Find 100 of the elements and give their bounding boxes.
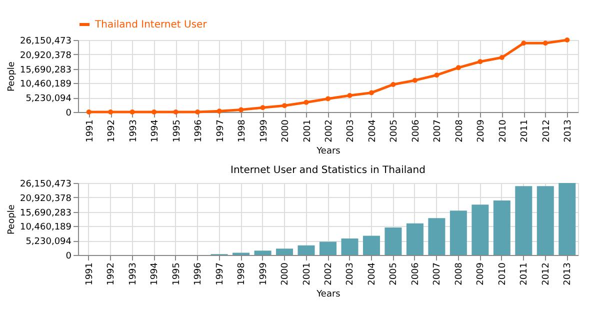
point xyxy=(347,92,352,98)
bar xyxy=(276,248,294,255)
x-tick-label: 1991 xyxy=(85,120,96,142)
point xyxy=(434,72,440,78)
x-tick-label: 2008 xyxy=(454,262,464,286)
x-tick-label: 2000 xyxy=(281,119,292,142)
x-tick-label: 1994 xyxy=(150,119,161,142)
point xyxy=(542,40,548,46)
x-tick-label: 2010 xyxy=(498,262,508,286)
bar xyxy=(472,204,489,255)
bar xyxy=(320,242,336,255)
x-tick-label: 1998 xyxy=(238,119,248,142)
x-tick-label: 1997 xyxy=(215,262,226,286)
x-tick-label: 1999 xyxy=(258,262,269,286)
point xyxy=(368,90,374,96)
x-tick-label: 1995 xyxy=(172,262,182,286)
x-tick-label: 2010 xyxy=(498,119,508,142)
point xyxy=(173,110,178,114)
x-tick-label: 2013 xyxy=(563,262,574,286)
bar xyxy=(515,186,532,255)
x-tick-label: 1998 xyxy=(237,262,248,286)
x-axis-title: Years xyxy=(316,289,341,300)
chart-title: Internet User and Statistics in Thailand xyxy=(230,165,426,176)
x-tick-label: 2006 xyxy=(410,262,421,286)
bar xyxy=(298,245,315,255)
x-tick-label: 2008 xyxy=(454,119,465,142)
x-tick-label: 2007 xyxy=(433,120,444,142)
x-tick-label: 1996 xyxy=(194,262,204,286)
y-tick-label: 5,230,094 xyxy=(26,94,72,104)
x-tick-label: 2004 xyxy=(368,119,378,142)
bar xyxy=(406,223,424,255)
point xyxy=(478,59,483,64)
x-tick-label: 2001 xyxy=(302,262,312,286)
y-tick-label: 10,460,189 xyxy=(20,222,72,233)
x-tick-label: 2011 xyxy=(520,262,530,286)
bar xyxy=(384,227,402,255)
y-axis-title: People xyxy=(6,61,17,92)
x-tick-label: 2009 xyxy=(476,262,486,286)
x-tick-label: 2004 xyxy=(367,262,378,286)
y-axis-title: People xyxy=(6,204,17,234)
x-tick-label: 2000 xyxy=(280,262,291,286)
point xyxy=(195,110,200,114)
x-tick-label: 1994 xyxy=(150,262,160,286)
x-tick-label: 2006 xyxy=(411,119,422,142)
bar xyxy=(558,183,576,255)
point xyxy=(216,108,222,114)
y-tick-label: 5,230,094 xyxy=(26,237,72,248)
bar xyxy=(428,218,446,255)
x-tick-label: 1993 xyxy=(128,120,139,142)
y-tick-label: 26,150,473 xyxy=(20,180,72,190)
y-tick-label: 26,150,473 xyxy=(20,36,72,46)
bar xyxy=(362,236,380,255)
point xyxy=(390,82,396,87)
point xyxy=(282,103,288,108)
x-tick-label: 1997 xyxy=(216,120,226,142)
y-tick-label: 20,920,378 xyxy=(20,50,72,61)
point xyxy=(152,110,157,114)
x-tick-label: 1992 xyxy=(107,120,118,142)
x-tick-label: 2003 xyxy=(346,262,356,286)
point xyxy=(412,78,418,83)
y-tick-label: 20,920,378 xyxy=(20,194,72,204)
x-tick-label: 2007 xyxy=(432,262,443,286)
x-tick-label: 2012 xyxy=(542,120,552,142)
y-tick-label: 0 xyxy=(66,108,72,118)
bar xyxy=(493,200,510,255)
x-tick-label: 1991 xyxy=(84,262,95,286)
x-tick-label: 2013 xyxy=(564,120,574,142)
x-tick-label: 1992 xyxy=(106,262,117,286)
x-tick-label: 2011 xyxy=(520,120,530,142)
y-tick-label: 10,460,189 xyxy=(20,80,72,90)
point xyxy=(564,38,570,42)
x-tick-label: 2005 xyxy=(389,262,400,286)
point xyxy=(304,100,309,105)
legend-label: Thailand Internet User xyxy=(94,20,208,30)
point xyxy=(521,40,526,46)
point xyxy=(260,105,266,110)
x-tick-label: 2009 xyxy=(476,119,487,142)
bar xyxy=(450,210,467,255)
point xyxy=(326,96,330,102)
bar xyxy=(536,186,554,255)
y-tick-label: 15,690,283 xyxy=(20,208,72,218)
x-tick-label: 2002 xyxy=(324,120,334,142)
y-tick-label: 15,690,283 xyxy=(20,65,72,76)
bar xyxy=(341,238,358,255)
x-tick-label: 1999 xyxy=(259,119,270,142)
x-tick-label: 2002 xyxy=(324,262,334,286)
x-tick-label: 2005 xyxy=(390,120,400,142)
x-tick-label: 1995 xyxy=(172,120,182,142)
x-tick-label: 2001 xyxy=(302,120,313,142)
point xyxy=(130,110,135,114)
x-tick-label: 1993 xyxy=(128,262,138,286)
point xyxy=(238,107,244,112)
point xyxy=(456,65,461,70)
x-tick-label: 1996 xyxy=(194,119,204,142)
x-tick-label: 2003 xyxy=(346,120,356,142)
bar xyxy=(254,250,272,255)
y-tick-label: 0 xyxy=(66,252,72,262)
point xyxy=(108,110,114,114)
x-axis-title: Years xyxy=(316,146,341,156)
x-tick-label: 2012 xyxy=(541,262,552,286)
